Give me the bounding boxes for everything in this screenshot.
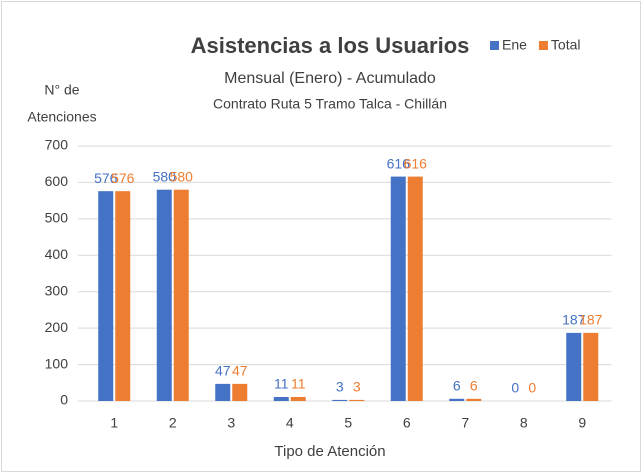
data-label: 187 [562, 312, 586, 328]
chart-subtitle: Mensual (Enero) - Acumulado [224, 70, 436, 87]
data-label: 0 [511, 380, 519, 396]
bar [156, 189, 172, 401]
data-label: 576 [111, 170, 135, 186]
x-tick-label: 5 [344, 415, 352, 431]
bar [349, 399, 365, 401]
y-tick-label: 100 [45, 355, 69, 371]
y-tick-label: 200 [45, 319, 69, 335]
data-label: 11 [274, 376, 289, 392]
x-tick-label: 8 [520, 415, 528, 431]
data-label: 0 [528, 380, 536, 396]
bar [273, 396, 289, 401]
data-label: 11 [291, 376, 306, 392]
bar [407, 176, 423, 401]
x-axis-title: Tipo de Atención [274, 443, 385, 460]
x-tick-label: 1 [110, 415, 118, 431]
x-tick-label: 6 [403, 415, 411, 431]
data-label: 580 [153, 168, 177, 184]
y-tick-label: 0 [60, 392, 68, 408]
bar [390, 176, 406, 401]
data-label: 6 [470, 378, 478, 394]
y-tick-label: 300 [45, 282, 69, 298]
x-tick-label: 7 [461, 415, 469, 431]
data-label: 576 [94, 170, 118, 186]
data-label: 187 [579, 312, 603, 328]
chart-subtitle: Contrato Ruta 5 Tramo Talca - Chillán [213, 96, 447, 112]
x-tick-label: 4 [286, 415, 294, 431]
x-tick-label: 3 [227, 415, 235, 431]
bar [466, 398, 482, 401]
bar [98, 191, 114, 401]
y-axis-title: Atenciones [27, 109, 96, 125]
data-label: 580 [170, 168, 194, 184]
chart-title: Asistencias a los Usuarios [191, 33, 470, 58]
data-label: 616 [387, 155, 411, 171]
y-tick-label: 700 [45, 137, 69, 153]
x-tick-label: 2 [169, 415, 177, 431]
data-label: 47 [232, 363, 248, 379]
y-tick-label: 500 [45, 210, 69, 226]
y-tick-label: 600 [45, 173, 69, 189]
bar [290, 396, 306, 401]
legend-label: Total [551, 37, 581, 53]
data-label: 616 [404, 155, 428, 171]
x-tick-label: 9 [578, 415, 586, 431]
data-label: 3 [336, 379, 344, 395]
data-label: 47 [215, 363, 231, 379]
bar [332, 399, 348, 401]
bar [173, 189, 189, 401]
legend-swatch [538, 41, 548, 50]
y-axis-title: N° de [44, 82, 79, 98]
data-label: 3 [353, 379, 361, 395]
data-label: 6 [453, 378, 461, 394]
bar [583, 332, 599, 401]
legend-label: Ene [502, 37, 527, 53]
bar [449, 398, 465, 401]
bar [115, 191, 131, 401]
legend-swatch [490, 41, 499, 50]
bar [215, 383, 231, 401]
y-tick-label: 400 [45, 246, 69, 262]
bar [232, 383, 248, 401]
bar [566, 332, 582, 401]
